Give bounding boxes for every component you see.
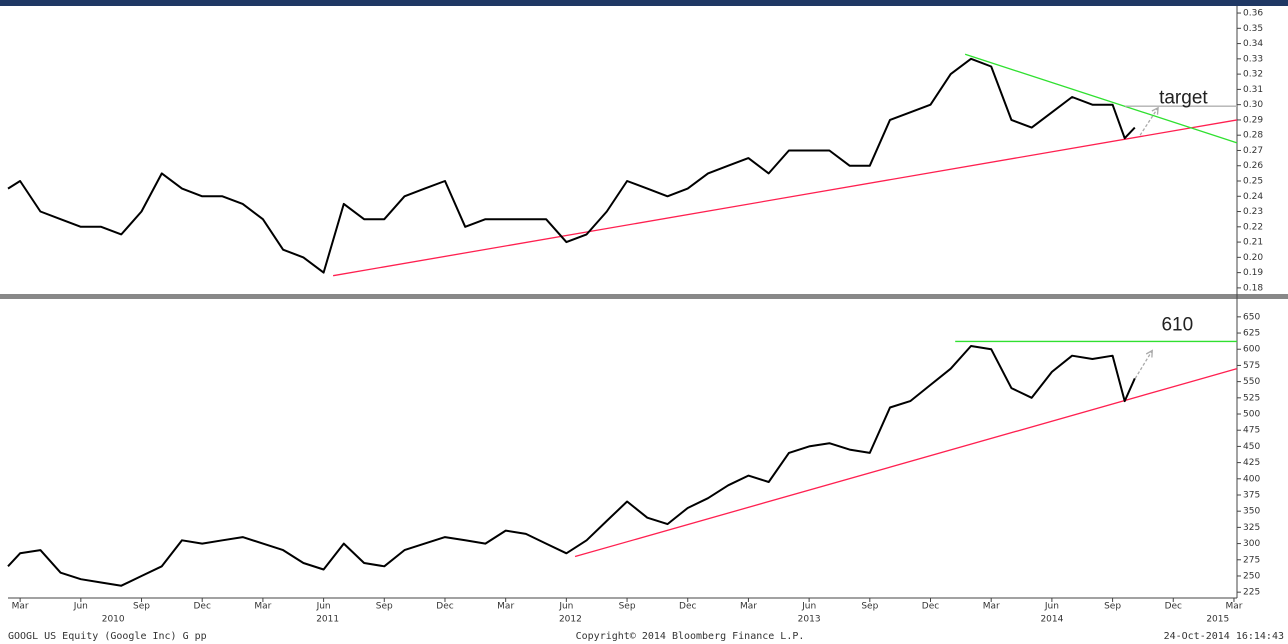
y-tick-label: 0.21 (1243, 238, 1263, 248)
target-arrow (1134, 350, 1153, 379)
y-tick-label: 650 (1243, 312, 1260, 322)
annotation: 610 (1161, 314, 1193, 335)
y-tick-label: 0.32 (1243, 70, 1263, 80)
footer-center: Copyright© 2014 Bloomberg Finance L.P. (576, 631, 805, 642)
y-tick-label: 425 (1243, 458, 1260, 468)
x-tick-label: Mar (254, 602, 271, 612)
target-arrow (1139, 107, 1159, 136)
x-tick-label: Sep (133, 602, 150, 612)
x-tick-label: Jun (801, 602, 816, 612)
y-tick-label: 0.35 (1243, 24, 1263, 34)
y-tick-label: 0.20 (1243, 253, 1263, 263)
y-tick-label: 0.27 (1243, 146, 1263, 156)
x-tick-label: Jun (558, 602, 573, 612)
x-tick-label: Mar (12, 602, 29, 612)
y-tick-label: 250 (1243, 571, 1260, 581)
year-label: 2012 (559, 615, 582, 625)
y-tick-label: 450 (1243, 442, 1260, 452)
y-tick-label: 375 (1243, 490, 1260, 500)
y-tick-label: 0.36 (1243, 9, 1263, 19)
x-tick-label: Sep (1104, 602, 1121, 612)
y-tick-label: 325 (1243, 523, 1260, 533)
x-tick-label: Mar (740, 602, 757, 612)
x-tick-label: Sep (376, 602, 393, 612)
y-tick-label: 225 (1243, 588, 1260, 598)
y-tick-label: 575 (1243, 361, 1260, 371)
y-tick-label: 525 (1243, 393, 1260, 403)
y-tick-label: 350 (1243, 507, 1260, 517)
y-tick-label: 300 (1243, 539, 1260, 549)
price-line (7, 345, 1136, 587)
y-tick-label: 0.30 (1243, 100, 1263, 110)
x-tick-label: Dec (194, 602, 211, 612)
panel-separator (0, 294, 1288, 299)
x-tick-label: Dec (679, 602, 696, 612)
y-tick-label: 550 (1243, 377, 1260, 387)
trend-line (574, 368, 1238, 558)
y-tick-label: 475 (1243, 426, 1260, 436)
y-tick-label: 0.19 (1243, 268, 1263, 278)
x-tick-label: Jun (73, 602, 88, 612)
y-tick-label: 0.24 (1243, 192, 1263, 202)
y-tick-label: 0.25 (1243, 177, 1263, 187)
price-line (7, 57, 1136, 274)
x-tick-label: Mar (1225, 602, 1242, 612)
x-tick-label: Sep (619, 602, 636, 612)
x-tick-label: Dec (436, 602, 453, 612)
year-label: 2015 (1206, 615, 1229, 625)
footer-left: GOOGL US Equity (Google Inc) G pp (8, 631, 207, 642)
x-tick-label: Dec (1165, 602, 1182, 612)
y-tick-label: 275 (1243, 555, 1260, 565)
arrow-head (1151, 106, 1159, 115)
x-tick-label: Dec (922, 602, 939, 612)
y-tick-label: 0.23 (1243, 207, 1263, 217)
footer-right: 24-Oct-2014 16:14:43 (1164, 631, 1284, 642)
annotation: target (1159, 88, 1208, 109)
y-tick-label: 0.31 (1243, 85, 1263, 95)
y-tick-label: 625 (1243, 329, 1260, 339)
year-label: 2013 (798, 615, 821, 625)
y-tick-label: 0.18 (1243, 283, 1263, 293)
x-tick-label: Sep (861, 602, 878, 612)
y-tick-label: 0.28 (1243, 131, 1263, 141)
y-tick-label: 0.29 (1243, 115, 1263, 125)
arrow-head (1145, 349, 1153, 358)
y-tick-label: 400 (1243, 474, 1260, 484)
y-tick-label: 500 (1243, 410, 1260, 420)
x-tick-label: Jun (1044, 602, 1059, 612)
year-label: 2014 (1040, 615, 1063, 625)
y-tick-label: 0.34 (1243, 39, 1263, 49)
year-label: 2010 (102, 615, 125, 625)
x-tick-label: Mar (983, 602, 1000, 612)
y-tick-label: 0.33 (1243, 54, 1263, 64)
y-tick-label: 0.22 (1243, 222, 1263, 232)
x-tick-label: Jun (316, 602, 331, 612)
trend-line (332, 119, 1238, 277)
y-tick-label: 600 (1243, 345, 1260, 355)
year-label: 2011 (316, 615, 339, 625)
y-tick-label: 0.26 (1243, 161, 1263, 171)
top-bar (0, 0, 1288, 6)
x-tick-label: Mar (497, 602, 514, 612)
trend-line (964, 53, 1238, 144)
